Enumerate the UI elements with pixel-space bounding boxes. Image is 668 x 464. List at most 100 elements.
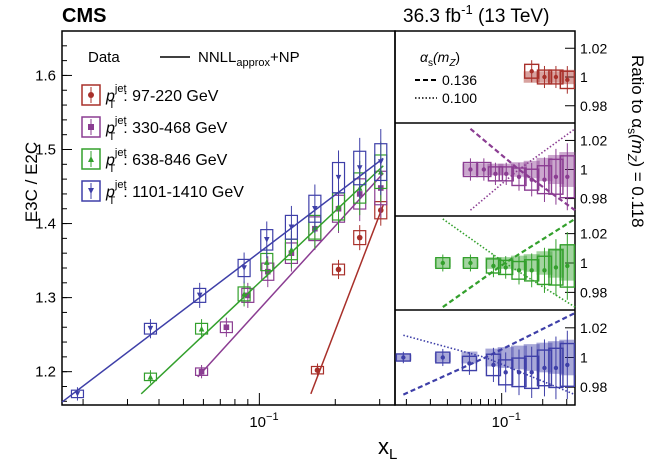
ratio-point	[481, 167, 487, 172]
alpha-0136-line	[442, 218, 576, 308]
legend-p: p	[105, 152, 115, 169]
legend-marker	[88, 156, 94, 162]
ratio-point	[516, 370, 522, 375]
legend-jet: jet	[114, 83, 127, 95]
x-tick-label-exp: −1	[266, 411, 279, 423]
ratio-axis-title: Ratio to αs(mZ) = 0.118	[625, 55, 647, 228]
legend-range: : 1101-1410 GeV	[123, 184, 244, 201]
ratio-point	[565, 77, 570, 83]
legend-range: : 330-468 GeV	[123, 120, 227, 137]
data-point	[377, 159, 384, 165]
legend-T: T	[109, 131, 116, 143]
lumi-value: 36.3 fb	[403, 6, 461, 27]
y-tick-label: 1.6	[35, 67, 56, 84]
legend-swatch	[81, 148, 101, 170]
x-axis-title-sub: L	[389, 446, 397, 463]
main-legend: Data NNLLapprox+NP pjet T: 97-220 GeVpjet…	[81, 49, 300, 207]
main-plot: 1.21.31.41.51.610−1 10−1	[35, 45, 521, 431]
ratio-point	[542, 74, 547, 80]
ratio-point	[529, 177, 534, 182]
ratio-y-tick-label: 1.02	[580, 132, 607, 148]
ratio-point	[491, 263, 496, 269]
ratio-title-sub: s	[625, 128, 639, 134]
fit-line	[197, 172, 384, 378]
legend-T: T	[109, 195, 116, 207]
data-point	[335, 174, 342, 181]
legend-theory-label: NNLLapprox+NP	[198, 49, 300, 69]
ratio-y-tick-label: 0.98	[580, 379, 607, 395]
ratio-point	[503, 370, 508, 375]
legend-jet: jet	[114, 179, 127, 191]
legend-swatch	[81, 180, 101, 202]
data-point	[335, 266, 342, 273]
ratio-point	[516, 174, 522, 179]
data-point	[147, 325, 154, 332]
fit-line	[61, 157, 384, 403]
data-point	[241, 291, 247, 297]
y-tick-label: 1.4	[35, 216, 56, 233]
ratio-point	[553, 174, 559, 179]
legend-swatch	[81, 84, 101, 106]
ratio-frame	[394, 30, 576, 406]
energy-value: (13 TeV)	[473, 6, 550, 27]
ratio-y-tick-label: 0.98	[580, 191, 607, 207]
ratio-legend-paren: (m	[433, 49, 450, 65]
luminosity-label: 36.3 fb-1 (13 TeV)	[403, 2, 549, 27]
x-tick-label: 10−1	[249, 411, 278, 431]
y-tick-label: 1.5	[35, 141, 56, 158]
ratio-x-tick-label-base: 10	[492, 414, 509, 431]
ratio-point	[565, 362, 570, 368]
ratio-point	[565, 174, 570, 179]
ratio-point	[440, 260, 446, 266]
legend-theory-sub: approx	[236, 57, 270, 69]
data-point	[198, 368, 205, 375]
ratio-point	[468, 260, 473, 266]
legend-marker	[88, 188, 94, 194]
ratio-point	[542, 268, 547, 273]
ratio-legend-alpha-sub: s	[428, 58, 433, 69]
legend-jet: jet	[114, 147, 127, 159]
ratio-y-tick-label: 1	[580, 69, 588, 85]
experiment-label: CMS	[62, 5, 106, 27]
ratio-point	[503, 265, 508, 270]
legend-range: : 638-846 GeV	[123, 152, 227, 169]
x-axis-title-main: x	[378, 434, 389, 459]
data-point	[245, 292, 251, 299]
ratio-point	[493, 171, 498, 177]
ratio-x-tick-label: 10−1	[492, 411, 521, 431]
ratio-legend-close: )	[455, 49, 460, 65]
alpha-0100-line	[403, 334, 576, 396]
legend-marker	[88, 124, 94, 130]
ratio-point	[504, 171, 509, 177]
data-point	[263, 237, 270, 243]
data-point	[356, 234, 363, 241]
ratio-y-tick-label: 1	[580, 350, 588, 366]
legend-series-label: pjet T: 97-220 GeV	[105, 83, 219, 111]
data-point	[74, 391, 81, 397]
legend-swatch	[81, 116, 101, 138]
ratio-legend-dashed-label: 0.136	[442, 72, 477, 88]
legend-theory-main: NNLL	[198, 49, 236, 66]
ratio-y-tick-label: 0.98	[580, 98, 607, 114]
data-point	[241, 265, 247, 271]
ratio-point	[401, 355, 406, 360]
data-point	[147, 374, 154, 380]
ratio-legend-mz-sub: Z	[448, 58, 456, 69]
ratio-point	[553, 74, 559, 80]
data-point	[356, 165, 363, 171]
ratio-legend: αs(mZ) 0.136 0.100	[415, 49, 477, 106]
data-point	[196, 292, 203, 299]
legend-theory-tail: +NP	[270, 49, 300, 66]
ratio-y-tick-label: 1.02	[580, 320, 607, 336]
data-point	[264, 268, 271, 275]
data-point	[263, 259, 270, 265]
legend-series-label: pjet T: 1101-1410 GeV	[105, 179, 244, 207]
y-tick-label: 1.3	[35, 290, 56, 307]
ratio-point	[553, 265, 559, 270]
alpha-0100-line	[442, 218, 576, 308]
ratio-y-tick-label: 1	[580, 162, 588, 178]
legend-marker	[88, 92, 94, 98]
data-point	[198, 325, 205, 332]
ratio-point	[529, 69, 534, 74]
